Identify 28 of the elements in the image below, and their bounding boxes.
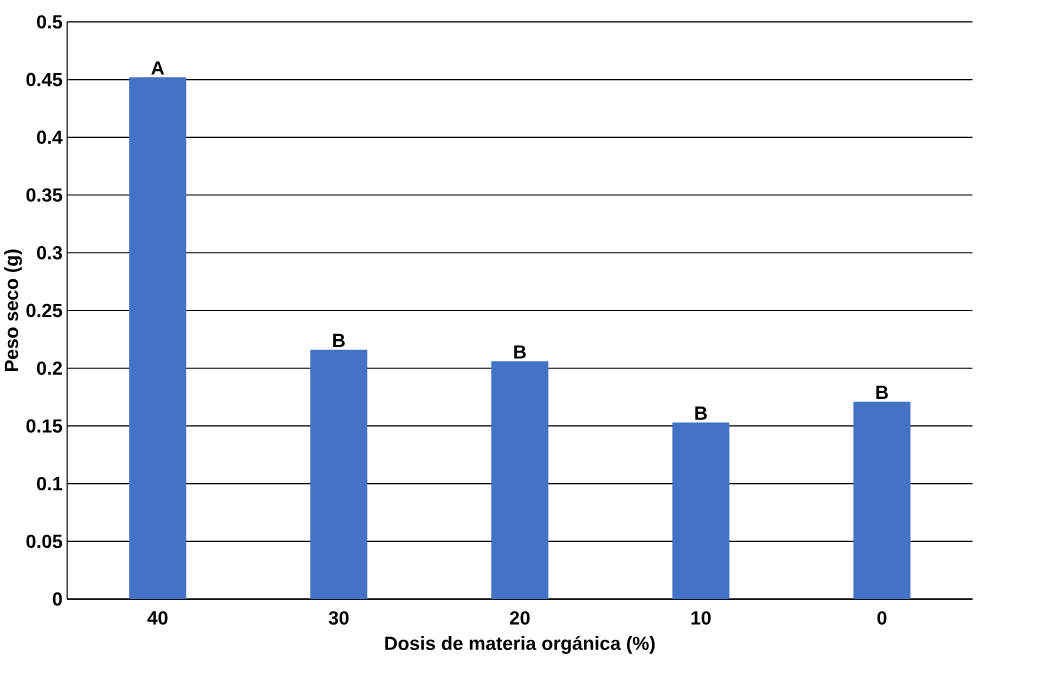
annotation: B — [514, 345, 526, 359]
annotation: B — [695, 406, 707, 420]
y-tick-label: 0.35 — [26, 188, 63, 202]
annotation: B — [333, 333, 345, 347]
y-tick-label: 0 — [52, 592, 62, 606]
x-tick-label: 30 — [328, 611, 349, 625]
y-tick-label: 0.2 — [37, 361, 62, 375]
bar — [491, 361, 549, 600]
x-axis-title: Dosis de materia orgánica (%) — [385, 635, 655, 654]
y-tick-label: 0.15 — [26, 419, 63, 433]
x-tick-label: 0 — [877, 611, 887, 625]
bar — [672, 422, 730, 600]
annotation: B — [876, 385, 888, 399]
x-tick-label: 40 — [147, 611, 168, 625]
bar — [129, 77, 187, 600]
y-tick-label: 0.25 — [26, 303, 63, 318]
y-tick-label: 0.3 — [37, 246, 62, 260]
y-axis-title: Peso seco (g) — [4, 249, 23, 372]
y-tick-label: 0.4 — [37, 130, 63, 145]
y-tick-label: 0.1 — [37, 476, 63, 491]
y-tick-label: 0.5 — [37, 15, 63, 29]
x-tick-label: 20 — [509, 611, 530, 625]
y-tick-label: 0.05 — [26, 534, 63, 549]
bar — [310, 349, 368, 600]
x-tick-label: 10 — [691, 611, 711, 625]
bar — [853, 401, 911, 600]
annotation: A — [151, 61, 165, 75]
y-tick-label: 0.45 — [26, 72, 63, 87]
